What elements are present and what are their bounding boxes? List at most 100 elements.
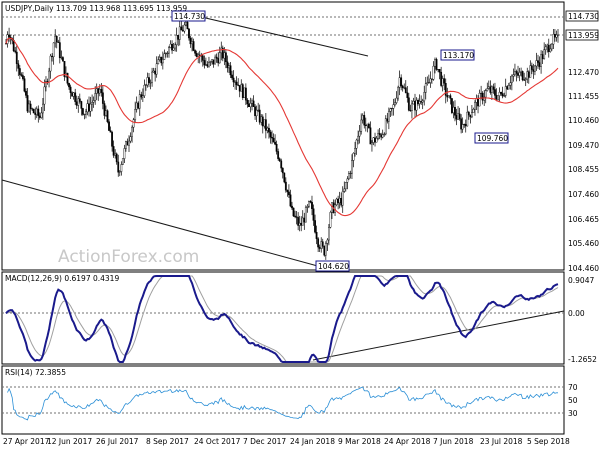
candle-body <box>417 99 419 105</box>
candle-body <box>277 151 280 159</box>
candle-body <box>137 102 140 109</box>
candle-body <box>172 47 175 51</box>
price-tick-label: 110.460 <box>568 116 599 125</box>
candle-body <box>69 86 72 93</box>
candle-body <box>354 148 356 154</box>
candle-body <box>178 26 181 40</box>
candle-body <box>309 201 312 203</box>
macd-signal-line <box>5 275 559 363</box>
candle-body <box>63 61 66 77</box>
candle-body <box>71 92 74 97</box>
candle-body <box>212 59 215 65</box>
candle-body <box>189 37 192 45</box>
candle-body <box>246 99 249 105</box>
upper-channel-trendline <box>179 11 369 57</box>
candle-body <box>281 167 284 174</box>
candle-body <box>169 43 172 48</box>
candle-body <box>114 153 117 156</box>
candle-body <box>470 112 473 118</box>
candle-body <box>22 75 24 79</box>
macd-panel-frame <box>1 271 565 365</box>
candle-body <box>183 24 186 32</box>
candle-body <box>284 181 287 191</box>
candle-body <box>54 35 57 44</box>
candle-body <box>228 65 230 69</box>
macd-tick-label: 0.00 <box>568 309 585 318</box>
candle-body <box>306 206 309 208</box>
candle-body <box>271 136 273 139</box>
rsi-panel-title: RSI(14) 72.3855 <box>5 368 66 377</box>
candle-body <box>211 59 213 62</box>
candle-body <box>403 87 406 89</box>
candle-body <box>298 222 301 226</box>
candle-body <box>524 78 527 81</box>
candle-body <box>151 71 153 83</box>
candle-body <box>235 81 238 86</box>
annotation-113170-box: 113.170 <box>440 49 475 61</box>
watermark: ActionForex.com <box>58 247 199 267</box>
candle-body <box>463 124 466 126</box>
candle-body <box>384 118 387 135</box>
annotation-high-box: 114.730 <box>171 10 206 22</box>
candle-body <box>540 54 542 67</box>
candle-body <box>300 222 303 226</box>
candle-body <box>118 171 121 173</box>
candle-body <box>512 74 515 77</box>
candle-body <box>149 82 152 84</box>
candle-body <box>364 124 367 126</box>
macd-support-trendline <box>312 310 565 361</box>
candle-body <box>418 101 421 105</box>
candle-body <box>326 239 329 244</box>
candle-body <box>483 96 486 101</box>
candle-body <box>191 41 193 45</box>
candle-body <box>145 84 147 86</box>
candle-body <box>361 115 364 121</box>
candle-body <box>501 93 504 97</box>
candle-body <box>527 71 530 78</box>
candle-body <box>220 47 223 54</box>
candle-body <box>98 89 101 94</box>
candle-body <box>541 54 544 60</box>
candle-body <box>232 77 235 83</box>
candle-body <box>432 65 435 80</box>
macd-y-axis: 0.9047 0.00 -1.2652 <box>568 276 597 364</box>
candle-body <box>372 137 375 143</box>
candle-body <box>97 88 100 94</box>
candle-body <box>401 85 404 88</box>
candle-body <box>458 113 461 120</box>
candle-body <box>464 124 467 127</box>
candle-body <box>395 97 398 103</box>
candle-body <box>261 116 264 127</box>
candle-body <box>34 112 37 115</box>
candle-body <box>158 56 161 60</box>
candle-body <box>42 103 44 114</box>
candle-body <box>321 241 324 247</box>
candle-body <box>160 56 163 64</box>
candle-body <box>17 63 20 69</box>
rsi-tick-label: 70 <box>568 383 578 392</box>
annotation-113170-label: 113.170 <box>443 51 474 60</box>
candle-body <box>535 60 538 67</box>
candle-body <box>441 78 444 86</box>
candle-body <box>194 50 197 54</box>
candle-body <box>503 95 506 97</box>
candle-body <box>335 198 338 205</box>
candle-body <box>23 78 26 92</box>
candle-body <box>138 94 141 109</box>
candle-body <box>208 62 210 67</box>
candle-body <box>81 108 84 115</box>
candle-body <box>135 102 138 110</box>
candle-body <box>355 139 358 149</box>
candle-body <box>311 202 313 209</box>
candle-body <box>391 108 393 110</box>
candle-body <box>444 83 447 96</box>
candle-body <box>383 133 386 135</box>
candle-body <box>257 109 260 111</box>
candle-body <box>452 107 455 113</box>
candle-body <box>343 188 346 192</box>
candle-body <box>487 86 490 89</box>
candle-body <box>61 57 64 62</box>
candle-body <box>68 83 70 88</box>
candle-body <box>438 69 441 73</box>
candle-body <box>526 71 529 80</box>
